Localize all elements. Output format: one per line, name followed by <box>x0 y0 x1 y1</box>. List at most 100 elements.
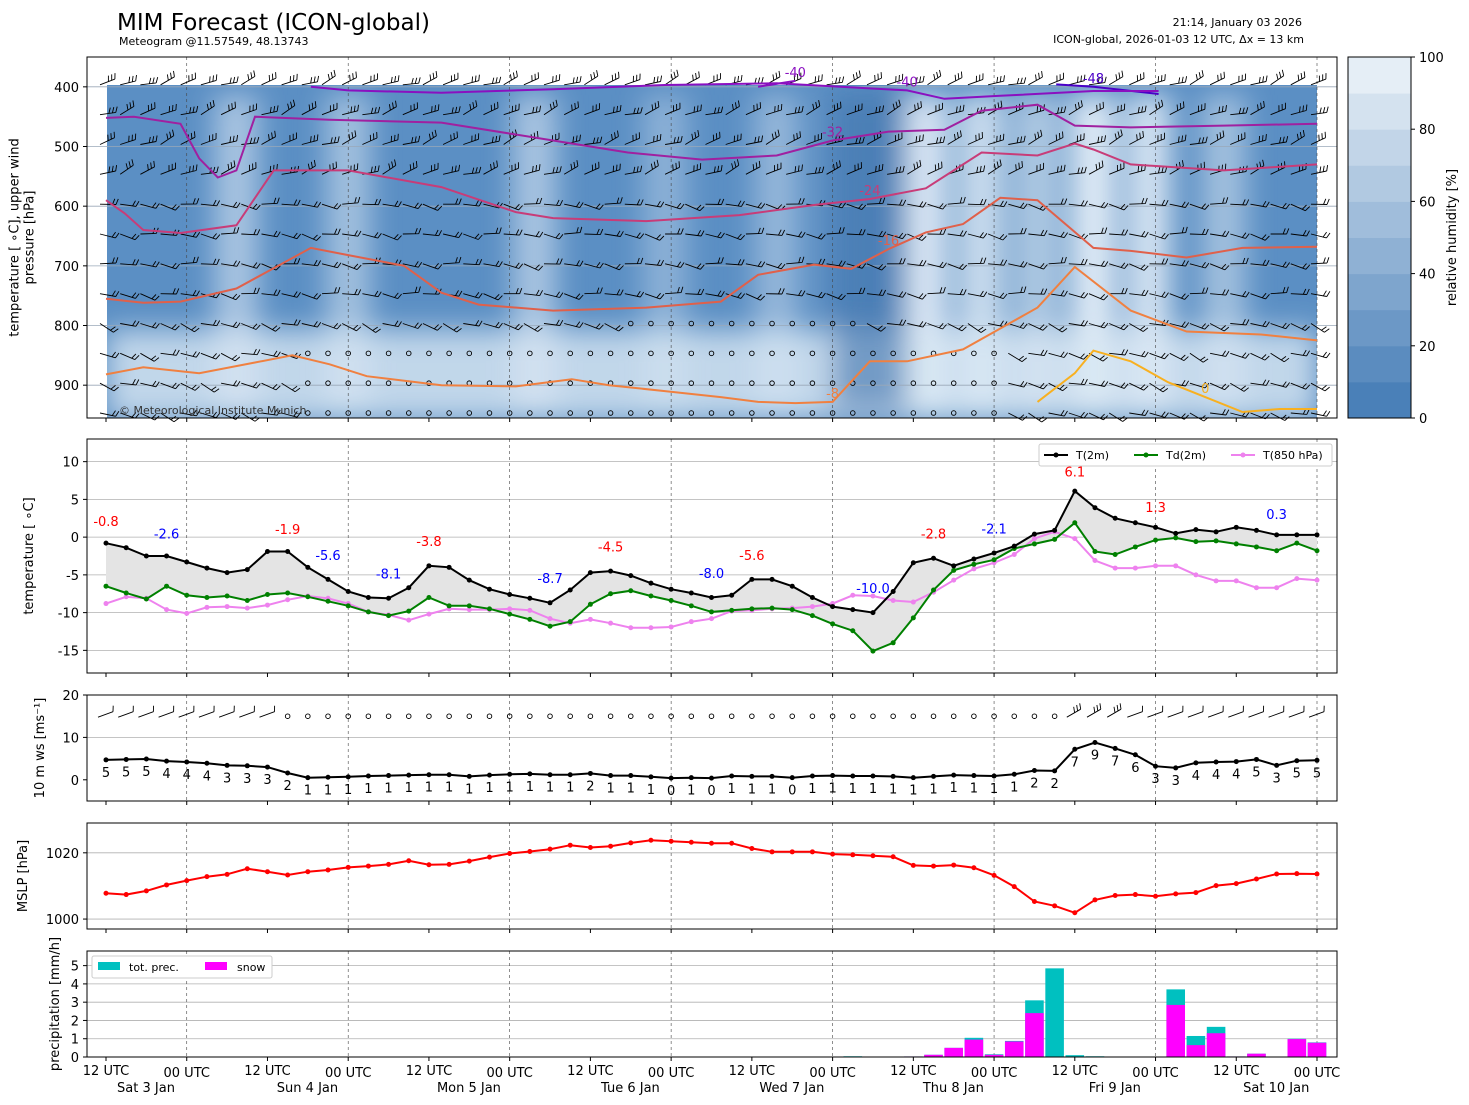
wind-barb <box>120 352 140 361</box>
wind-barb <box>1109 262 1129 269</box>
wind-barb <box>281 319 301 326</box>
wind-barb <box>866 263 887 271</box>
calm-circle <box>971 350 977 357</box>
data-point <box>648 625 654 631</box>
wind-speed-label: 1 <box>929 782 937 797</box>
calm-circle <box>628 380 634 386</box>
wind-barb <box>99 231 120 239</box>
x-tick-label: 12 UTC <box>567 1064 613 1079</box>
wind-barb <box>483 293 503 301</box>
wind-barb <box>543 258 563 265</box>
y-tick-label: 0 <box>71 531 79 546</box>
wind-barb <box>140 76 159 86</box>
calm-circle <box>446 350 452 357</box>
calm-circle <box>809 380 816 386</box>
colorbar-step <box>1348 381 1411 419</box>
x-tick-label: 00 UTC <box>1294 1066 1340 1081</box>
data-point <box>123 545 129 551</box>
data-point <box>789 607 795 613</box>
wind-barb <box>99 257 119 265</box>
wind-barb <box>543 132 560 145</box>
calm-circle <box>345 410 351 416</box>
wind-speed-label: 4 <box>1212 768 1220 783</box>
wind-barb <box>624 73 641 86</box>
calm-circle <box>708 350 715 357</box>
x-day-label: Tue 6 Jan <box>600 1081 660 1096</box>
wind-barb <box>886 73 904 86</box>
wind-speed-label: 9 <box>1091 748 1099 763</box>
data-point <box>850 592 856 598</box>
data-point <box>1173 765 1179 771</box>
data-point <box>406 858 412 864</box>
data-point <box>103 601 109 607</box>
data-point <box>1031 767 1037 773</box>
wind-barb <box>1088 76 1107 86</box>
wind-barb <box>584 228 604 236</box>
wind-barb <box>341 71 357 86</box>
data-point <box>910 599 916 605</box>
wind-barb <box>241 136 260 145</box>
wind-barb <box>463 292 483 299</box>
extreme-label: -8.7 <box>537 572 562 587</box>
extreme-label: 0.3 <box>1266 508 1287 523</box>
wind-barb <box>1008 77 1027 86</box>
data-point <box>830 604 836 610</box>
wind-barb <box>927 102 943 116</box>
wind-barb <box>99 131 115 145</box>
calm-circle <box>910 713 917 719</box>
wind-barb <box>180 164 198 175</box>
wind-barb <box>281 99 296 116</box>
wind-barb <box>1290 288 1310 295</box>
y-tick-label: 0 <box>71 774 79 789</box>
wind-barb <box>887 258 906 265</box>
wind-barb <box>120 259 140 266</box>
wind-barb <box>846 287 866 295</box>
calm-circle <box>910 410 917 416</box>
wind-barb <box>1310 131 1326 145</box>
wind-barb <box>463 74 480 86</box>
data-point <box>527 607 533 613</box>
data-point <box>1173 891 1179 897</box>
data-point <box>466 603 472 609</box>
legend: T(2m) Td(2m) T(850 hPa) <box>1038 443 1333 467</box>
calm-circle <box>325 713 331 719</box>
isotherm <box>105 142 1318 235</box>
data-point <box>1153 893 1159 899</box>
wind-barb <box>180 198 200 205</box>
wind-barb <box>382 292 402 300</box>
wind-barb <box>563 160 579 175</box>
legend-swatch <box>98 962 120 970</box>
wind-barb <box>1210 197 1229 205</box>
wind-barb <box>907 101 922 116</box>
rh-blobs <box>107 90 1317 418</box>
colorbar-tick-label: 0 <box>1419 412 1427 427</box>
data-point <box>184 592 190 598</box>
data-point <box>587 570 593 576</box>
wind-barb <box>1230 382 1249 392</box>
data-point <box>264 591 270 597</box>
wind-barb <box>624 257 644 265</box>
wind-barb <box>120 378 140 386</box>
wind-barb <box>261 72 277 86</box>
wind-barb <box>1048 106 1067 116</box>
wind-barb <box>1068 74 1086 86</box>
wind-barb <box>786 256 805 265</box>
wind-speed-label: 6 <box>1131 761 1139 776</box>
wind-barb <box>665 228 684 235</box>
y-axis-label: temperature [ ∘C] <box>22 497 37 614</box>
wind-barb <box>503 287 523 295</box>
wind-barb <box>1048 256 1067 265</box>
wind-barb <box>1290 71 1306 86</box>
data-point <box>850 607 856 613</box>
wind-barb <box>301 201 322 208</box>
data-point <box>446 861 452 867</box>
wind-barb <box>463 258 483 266</box>
x-day-label: Fri 9 Jan <box>1089 1081 1141 1096</box>
calm-circle <box>607 350 614 357</box>
wind-speed-label: 1 <box>869 782 877 797</box>
wind-barb <box>1109 103 1126 116</box>
data-point <box>1092 548 1098 554</box>
wind-barb <box>422 229 442 237</box>
data-point <box>1213 759 1219 765</box>
data-point <box>547 772 553 778</box>
